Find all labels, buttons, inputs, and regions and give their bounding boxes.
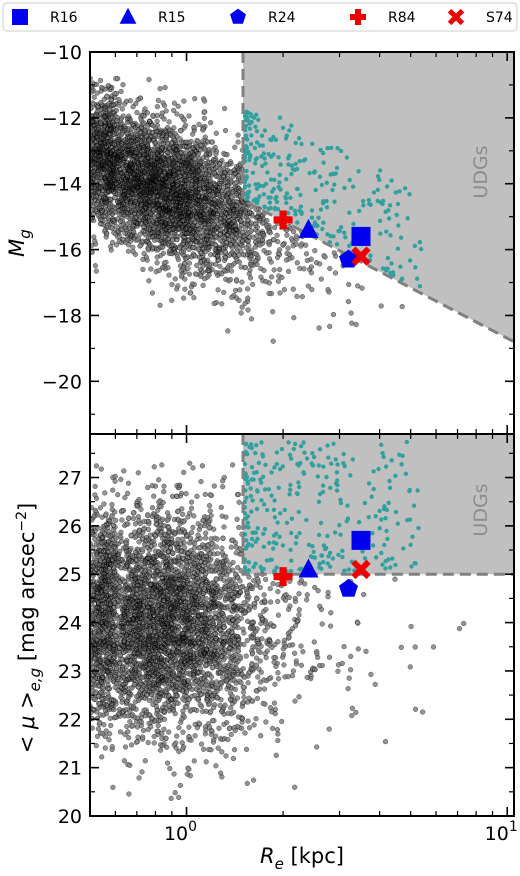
bottom-marker-r16 [351, 530, 371, 550]
x-marker-icon [447, 8, 465, 26]
bottom-y-tick-label: 20 [58, 806, 82, 828]
x-axis-label: Re [kpc] [260, 844, 344, 873]
bottom-y-tick-label: 25 [58, 564, 82, 586]
bottom-marker-s74 [351, 559, 371, 580]
square-marker-icon [12, 9, 28, 25]
bottom-cloud-markers [90, 460, 467, 802]
panel-bottom: 20 21 22 23 24 25 26 27 UDGs < μ >e,g [mag arcs… [14, 433, 515, 828]
plus-marker-icon [350, 9, 366, 25]
bottom-y-tick-label: 21 [58, 758, 82, 780]
bottom-udg-region [243, 434, 514, 575]
top-y-axis-label: Mg [5, 229, 34, 257]
bottom-udg-boundary [241, 434, 514, 576]
top-region-label: UDGs [470, 145, 492, 198]
top-udg-markers [242, 109, 424, 289]
bottom-udg-markers [242, 439, 421, 575]
top-marker-r16 [351, 226, 371, 246]
top-cloud-markers [90, 75, 405, 344]
pentagon-marker-icon [230, 8, 246, 24]
panel-bottom-frame [89, 433, 515, 817]
panel-top: −10 −12 −14 −16 −18 −20 UDGs Mg [5, 42, 515, 435]
legend: R16 R15 R24 R84 S74 [2, 2, 518, 32]
top-y-tick-label: −12 [42, 108, 82, 130]
bottom-y-tick-label: 23 [58, 661, 82, 683]
legend-label: R16 [50, 10, 78, 26]
legend-entry-s74: S74 [447, 8, 513, 26]
bottom-y-tick-label: 22 [58, 709, 82, 731]
top-y-tick-label: −10 [42, 42, 82, 64]
x-tick-label: 101 [485, 819, 518, 845]
bottom-region-label: UDGs [470, 483, 492, 536]
legend-entry-r24: R24 [230, 8, 296, 26]
legend-label: R84 [388, 10, 416, 26]
top-y-tick-label: −20 [42, 371, 82, 393]
bottom-y-tick-label: 27 [58, 468, 82, 490]
top-marker-s74 [351, 246, 371, 266]
legend-label: R24 [268, 10, 296, 26]
legend-entry-r15: R15 [119, 7, 186, 26]
top-marker-r15 [298, 218, 319, 238]
top-galaxy-cloud [90, 75, 405, 344]
bottom-y-tick-label: 26 [58, 516, 82, 538]
top-marker-r84 [273, 210, 293, 230]
top-y-tick-label: −14 [42, 174, 82, 196]
x-tick-label: 100 [164, 819, 197, 845]
bottom-marker-r15 [298, 558, 319, 578]
bottom-y-axis-label: < μ >e,g [mag arcsec−2] [14, 503, 44, 753]
x-axis: 100 101 [164, 819, 518, 845]
triangle-marker-icon [119, 7, 137, 24]
legend-label: S74 [486, 10, 513, 26]
legend-entry-r84: R84 [350, 9, 416, 26]
legend-frame [2, 2, 518, 32]
bottom-marker-r84 [273, 567, 293, 587]
bottom-y-tick-label: 24 [58, 613, 82, 635]
bottom-marker-r24 [339, 578, 358, 597]
bottom-galaxy-cloud [90, 460, 467, 802]
top-y-tick-label: −16 [42, 240, 82, 262]
legend-label: R15 [158, 10, 186, 26]
legend-entry-r16: R16 [12, 9, 78, 26]
top-udg-points [242, 109, 424, 289]
bottom-udg-points [242, 439, 421, 575]
top-y-tick-label: −18 [42, 305, 82, 327]
top-udg-region [243, 52, 514, 342]
